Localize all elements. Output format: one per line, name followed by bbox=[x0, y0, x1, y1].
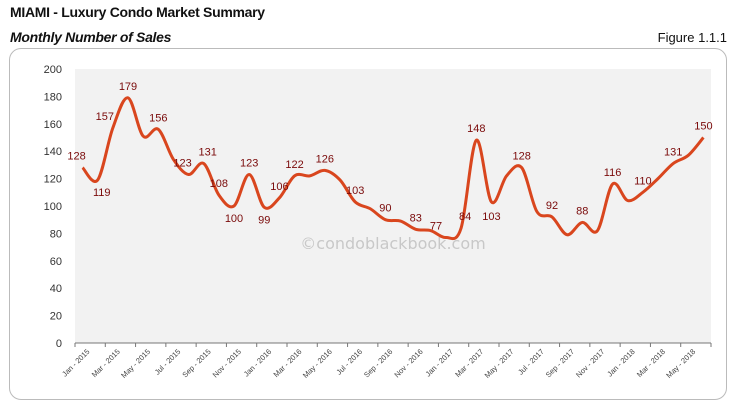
data-label: 128 bbox=[67, 151, 85, 163]
watermark: ©condoblackbook.com bbox=[300, 234, 485, 253]
x-tick-label: Jan - 2016 bbox=[242, 347, 273, 378]
data-label: 122 bbox=[285, 159, 303, 171]
x-tick-label: Mar - 2018 bbox=[635, 347, 667, 379]
x-tick-label: Mar - 2015 bbox=[90, 347, 122, 379]
data-label: 83 bbox=[410, 212, 422, 224]
data-label: 90 bbox=[379, 203, 391, 215]
y-tick-label: 120 bbox=[44, 174, 62, 186]
x-tick-label: Nov - 2016 bbox=[392, 347, 424, 379]
y-tick-label: 20 bbox=[50, 311, 62, 323]
data-label: 119 bbox=[93, 187, 111, 199]
data-label: 126 bbox=[316, 153, 334, 165]
x-tick-label: Jan - 2018 bbox=[605, 347, 636, 378]
x-tick-label: Nov - 2015 bbox=[211, 347, 243, 379]
series-line bbox=[81, 96, 705, 241]
data-label: 131 bbox=[199, 147, 217, 159]
y-tick-label: 40 bbox=[50, 283, 62, 295]
data-label: 88 bbox=[576, 205, 588, 217]
x-tick-label: Jul - 2017 bbox=[516, 347, 546, 377]
data-label: 92 bbox=[546, 200, 558, 212]
data-label: 110 bbox=[634, 175, 652, 187]
x-tick-label: Jul - 2016 bbox=[334, 347, 364, 377]
data-label: 108 bbox=[210, 178, 228, 190]
y-tick-label: 160 bbox=[44, 119, 62, 131]
x-tick-label: May - 2017 bbox=[483, 347, 516, 380]
figure-number: Figure 1.1.1 bbox=[657, 30, 727, 45]
x-tick-label: Mar - 2017 bbox=[453, 347, 485, 379]
y-tick-label: 80 bbox=[50, 228, 62, 240]
data-label: 100 bbox=[225, 213, 243, 225]
x-tick-label: Sep - 2016 bbox=[362, 347, 394, 379]
data-label: 131 bbox=[664, 147, 682, 159]
data-label: 123 bbox=[173, 157, 191, 169]
data-label: 84 bbox=[459, 211, 471, 223]
data-label: 179 bbox=[119, 81, 137, 93]
chart-subtitle: Monthly Number of Sales bbox=[10, 29, 172, 45]
y-tick-label: 180 bbox=[44, 91, 62, 103]
data-label: 148 bbox=[467, 123, 485, 135]
x-tick-label: Mar - 2016 bbox=[272, 347, 304, 379]
y-tick-label: 0 bbox=[56, 338, 62, 350]
y-tick-label: 100 bbox=[44, 201, 62, 213]
data-label: 128 bbox=[513, 151, 531, 163]
x-tick-label: May - 2016 bbox=[301, 347, 334, 380]
x-tick-label: Jul - 2015 bbox=[153, 347, 183, 377]
page-title: MIAMI - Luxury Condo Market Summary bbox=[10, 4, 265, 20]
data-label: 156 bbox=[149, 112, 167, 124]
data-label: 77 bbox=[430, 221, 442, 233]
x-tick-label: May - 2015 bbox=[119, 347, 152, 380]
chart-frame bbox=[9, 48, 727, 400]
data-label: 106 bbox=[270, 181, 288, 193]
x-tick-label: May - 2018 bbox=[664, 347, 697, 380]
x-tick-label: Sep - 2015 bbox=[180, 347, 212, 379]
y-tick-label: 200 bbox=[44, 64, 62, 76]
data-label: 157 bbox=[96, 111, 114, 123]
x-tick-label: Sep - 2017 bbox=[544, 347, 576, 379]
data-label: 103 bbox=[346, 185, 364, 197]
data-label: 123 bbox=[240, 157, 258, 169]
x-tick-label: Jan - 2017 bbox=[424, 347, 455, 378]
y-tick-label: 60 bbox=[50, 256, 62, 268]
x-tick-label: Nov - 2017 bbox=[574, 347, 606, 379]
data-label: 116 bbox=[604, 167, 622, 179]
data-label: 99 bbox=[258, 214, 270, 226]
data-label: 103 bbox=[482, 211, 500, 223]
x-tick-label: Jan - 2015 bbox=[60, 347, 91, 378]
data-label: 150 bbox=[694, 121, 712, 133]
y-tick-label: 140 bbox=[44, 146, 62, 158]
plot-area bbox=[75, 69, 711, 343]
